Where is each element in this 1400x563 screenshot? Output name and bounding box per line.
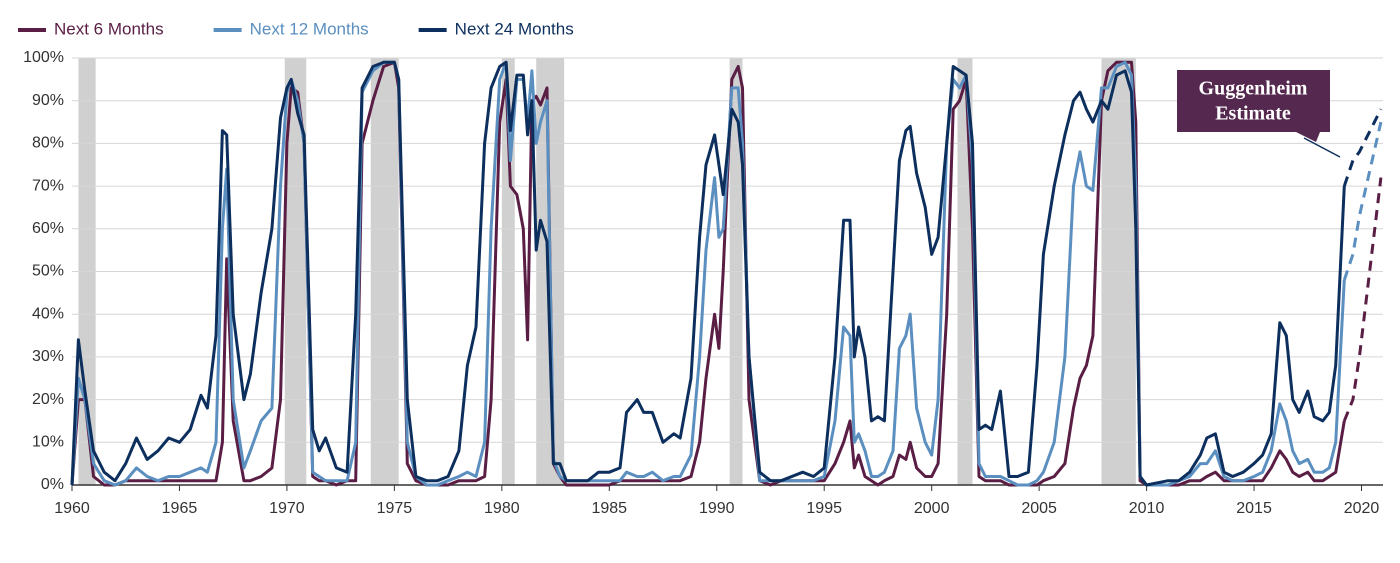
- annotation-text: Estimate: [1215, 103, 1291, 125]
- y-tick-label: 20%: [32, 391, 64, 408]
- x-tick-label: 2010: [1129, 500, 1165, 517]
- annotation-box: Guggenheim Estimate: [1177, 70, 1341, 158]
- y-tick-label: 40%: [32, 305, 64, 322]
- series-line: [70, 60, 1346, 487]
- x-tick-label: 1975: [377, 500, 413, 517]
- y-tick-label: 70%: [32, 177, 64, 194]
- legend-label: Next 24 Months: [455, 19, 574, 38]
- x-tick-label: 2015: [1236, 500, 1272, 517]
- y-tick-label: 100%: [23, 49, 64, 66]
- x-tick-label: 2005: [1021, 500, 1057, 517]
- x-tick-label: 1965: [162, 500, 198, 517]
- y-tick-label: 90%: [32, 92, 64, 109]
- y-tick-label: 30%: [32, 348, 64, 365]
- series-estimate-line: [1342, 121, 1383, 281]
- y-tick-label: 60%: [32, 220, 64, 237]
- x-tick-label: 2000: [914, 500, 950, 517]
- y-tick-label: 10%: [32, 434, 64, 451]
- y-tick-label: 0%: [41, 476, 64, 493]
- x-tick-label: 1960: [54, 500, 90, 517]
- annotation-pointer: [1296, 132, 1320, 142]
- annotation-text: Guggenheim: [1199, 78, 1308, 100]
- x-tick-label: 2020: [1344, 500, 1380, 517]
- legend-label: Next 6 Months: [54, 19, 164, 38]
- x-tick-label: 1990: [699, 500, 735, 517]
- y-tick-label: 50%: [32, 263, 64, 280]
- y-tick-label: 80%: [32, 135, 64, 152]
- x-tick-label: 1985: [591, 500, 627, 517]
- annotation-leader: [1303, 137, 1341, 158]
- x-tick-label: 1970: [269, 500, 305, 517]
- x-tick-label: 1980: [484, 500, 520, 517]
- series-line: [70, 60, 1346, 487]
- legend-label: Next 12 Months: [250, 19, 369, 38]
- x-tick-label: 1995: [806, 500, 842, 517]
- annotation-bg: [1177, 70, 1330, 132]
- series-estimate-line: [1342, 177, 1383, 422]
